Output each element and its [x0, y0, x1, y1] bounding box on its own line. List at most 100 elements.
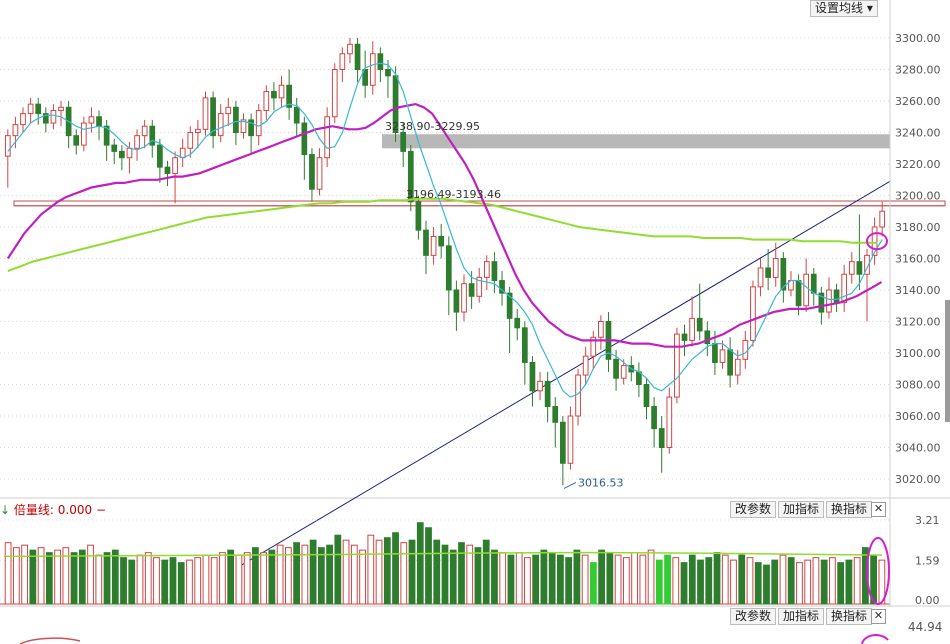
volume-bar — [664, 554, 671, 605]
candle-body — [871, 226, 878, 256]
candle-body — [780, 258, 787, 291]
candle-body — [12, 124, 19, 137]
candlestick-series — [4, 38, 886, 486]
rising-trendline — [237, 180, 891, 568]
volume-bar — [95, 554, 103, 605]
volume-bar — [37, 547, 45, 605]
candle-body — [278, 84, 285, 99]
vertical-scrollbar[interactable] — [945, 300, 950, 422]
candle-body — [529, 361, 536, 392]
candle-body — [407, 150, 414, 203]
volume-bar — [449, 549, 457, 605]
volume-bar — [548, 552, 556, 605]
price-tick-label: 3020.00 — [895, 473, 941, 486]
volume-bar — [515, 552, 523, 605]
volume-bar — [227, 549, 235, 605]
candle-body — [499, 280, 505, 294]
volume-bar — [359, 549, 366, 605]
candle-body — [734, 358, 741, 376]
volume-bar — [202, 554, 210, 605]
candle-body — [301, 122, 308, 156]
candle-body — [392, 75, 399, 134]
modify-params-button[interactable]: 改参数 — [730, 501, 777, 518]
candle-body — [187, 132, 194, 149]
add-indicator-button[interactable]: 加指标 — [778, 501, 825, 518]
candle-body — [430, 235, 437, 256]
candle-body — [438, 235, 445, 247]
candle-body — [833, 289, 840, 304]
price-tick-label: 3180.00 — [895, 221, 941, 234]
volume-bar — [235, 554, 243, 605]
volume-bar — [144, 552, 152, 605]
price-gridlines — [0, 37, 950, 499]
candle-body — [316, 157, 323, 190]
candle-body — [73, 135, 80, 146]
volume-bar — [862, 547, 869, 605]
candle-body — [179, 147, 186, 159]
candle-body — [423, 229, 429, 256]
candle-body — [96, 116, 102, 127]
volume-bar — [136, 554, 144, 605]
modify-params-button-2[interactable]: 改参数 — [730, 608, 777, 625]
volume-bar — [507, 554, 515, 605]
candle-body — [765, 267, 772, 278]
volume-bar — [622, 557, 630, 605]
close-icon[interactable]: ✕ — [871, 502, 886, 517]
price-tick-label: 3040.00 — [895, 442, 941, 455]
volume-bar — [120, 557, 127, 605]
candle-body — [598, 321, 604, 338]
ma-slow-line — [7, 197, 878, 273]
volume-bar — [103, 552, 111, 605]
candle-body — [476, 276, 483, 297]
volume-bar — [326, 544, 333, 605]
candle-body — [848, 261, 855, 275]
volume-bar — [557, 554, 564, 605]
volume-bar — [820, 559, 828, 605]
indicator-value: 倍量线: 0.000 — [13, 503, 93, 517]
volume-bar — [837, 562, 845, 605]
candle-body — [400, 132, 407, 152]
switch-indicator-button[interactable]: 换指标 — [826, 501, 873, 518]
volume-bar — [161, 559, 169, 605]
candle-body — [810, 273, 817, 294]
volume-bar — [29, 549, 37, 605]
candle-body — [803, 273, 810, 307]
close-icon-2[interactable]: ✕ — [871, 609, 886, 624]
volume-bar — [78, 549, 86, 605]
candle-body — [856, 261, 863, 275]
volume-bar — [524, 557, 531, 605]
volume-bar — [4, 542, 12, 605]
volume-bar — [680, 562, 688, 605]
candle-body — [689, 317, 695, 341]
add-indicator-button-2[interactable]: 加指标 — [778, 608, 825, 625]
support-zone — [13, 200, 946, 207]
volume-bar — [746, 557, 754, 605]
volume-bar — [721, 554, 729, 605]
resistance-band — [13, 134, 946, 207]
price-tick-label: 3280.00 — [895, 64, 941, 77]
volume-bar — [111, 549, 119, 605]
candle-body — [347, 43, 353, 55]
volume-bar — [45, 552, 53, 605]
candle-body — [681, 333, 688, 341]
volume-bar — [565, 557, 573, 605]
candle-body — [134, 135, 140, 149]
volume-bar — [474, 547, 482, 605]
volume-bar — [416, 522, 424, 605]
switch-indicator-button-2[interactable]: 换指标 — [826, 608, 873, 625]
volume-bar — [614, 554, 622, 605]
candle-body — [559, 421, 566, 464]
candle-body — [643, 384, 650, 408]
ma-settings-dropdown[interactable]: 设置均线 ▾ — [810, 0, 878, 17]
candle-body — [590, 336, 597, 357]
candle-body — [491, 261, 498, 282]
ma-fast-line — [7, 62, 883, 398]
volume-bar — [713, 552, 721, 605]
candle-body — [461, 283, 467, 313]
candle-body — [255, 109, 262, 137]
volume-bar — [532, 554, 540, 605]
candle-body — [704, 330, 711, 345]
candle-body — [164, 166, 171, 174]
arrow-down-icon: ↓ — [0, 503, 11, 517]
highlight-marks — [19, 232, 890, 644]
